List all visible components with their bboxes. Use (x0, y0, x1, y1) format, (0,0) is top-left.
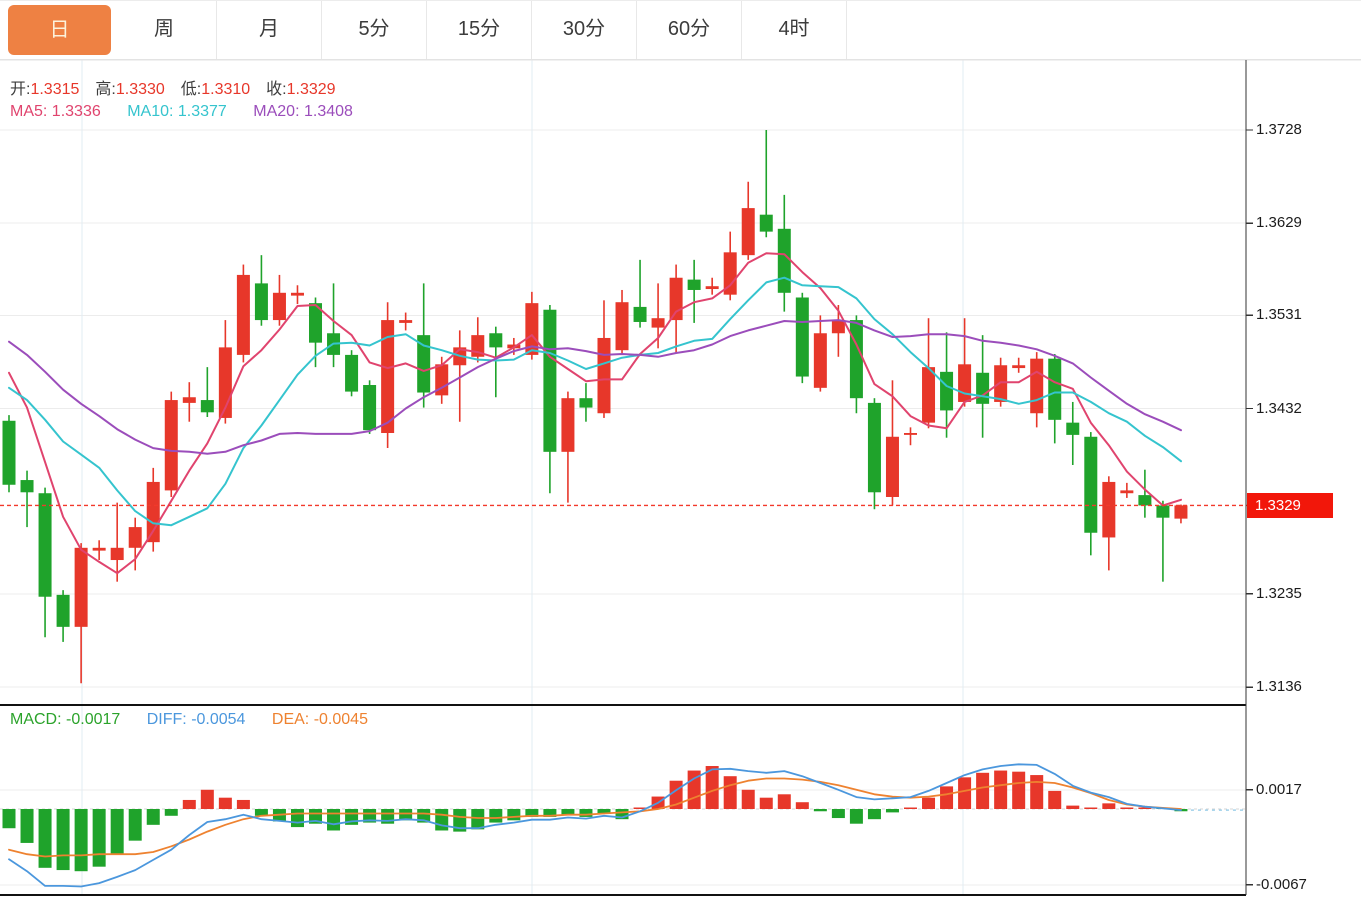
ohlc-readout: 开:1.3315 高:1.3330 低:1.3310 收:1.3329 (10, 75, 352, 99)
price-tick-label: 1.3136 (1256, 678, 1302, 696)
low-value: 1.3310 (201, 81, 251, 98)
ma-readout: MA5: 1.3336 MA10: 1.3377 MA20: 1.3408 (10, 103, 375, 121)
low-label: 低: (180, 81, 202, 98)
tab-4hour[interactable]: 4时 (742, 1, 847, 59)
macd-legend: MACD: -0.0017 (10, 711, 121, 728)
macd-tick-label: 0.0017 (1256, 780, 1302, 798)
macd-readout: MACD: -0.0017 DIFF: -0.0054 DEA: -0.0045 (10, 711, 390, 729)
ma20-legend: MA20: 1.3408 (253, 103, 353, 120)
tab-30min[interactable]: 30分 (532, 1, 637, 59)
price-tick-label: 1.3235 (1256, 584, 1302, 602)
price-tick-label: 1.3728 (1256, 121, 1302, 138)
price-tick-label: 1.3432 (1256, 399, 1302, 417)
open-label: 开: (10, 81, 31, 98)
tab-month[interactable]: 月 (217, 1, 322, 59)
price-tick-label: 1.3629 (1256, 214, 1302, 232)
dea-legend: DEA: -0.0045 (271, 711, 368, 728)
ma10-legend: MA10: 1.3377 (127, 103, 227, 120)
diff-legend: DIFF: -0.0054 (146, 711, 246, 728)
high-value: 1.3330 (115, 81, 165, 98)
ma5-legend: MA5: 1.3336 (10, 103, 101, 120)
tab-15min[interactable]: 15分 (427, 1, 532, 59)
high-label: 高: (95, 81, 116, 98)
tab-week[interactable]: 周 (112, 1, 217, 59)
last-price-badge: 1.3329 (1247, 493, 1333, 519)
close-label: 收: (266, 81, 287, 98)
close-value: 1.3329 (286, 81, 336, 98)
tab-5min[interactable]: 5分 (322, 1, 427, 59)
price-tick-label: 1.3531 (1256, 306, 1302, 324)
timeframe-tabs: 日周月 5分 15分 30分 60分 4时 (0, 0, 1361, 60)
tab-day[interactable]: 日 (8, 5, 111, 55)
macd-tick-label: -0.0067 (1256, 875, 1307, 893)
open-value: 1.3315 (30, 81, 80, 98)
tab-60min[interactable]: 60分 (637, 1, 742, 59)
